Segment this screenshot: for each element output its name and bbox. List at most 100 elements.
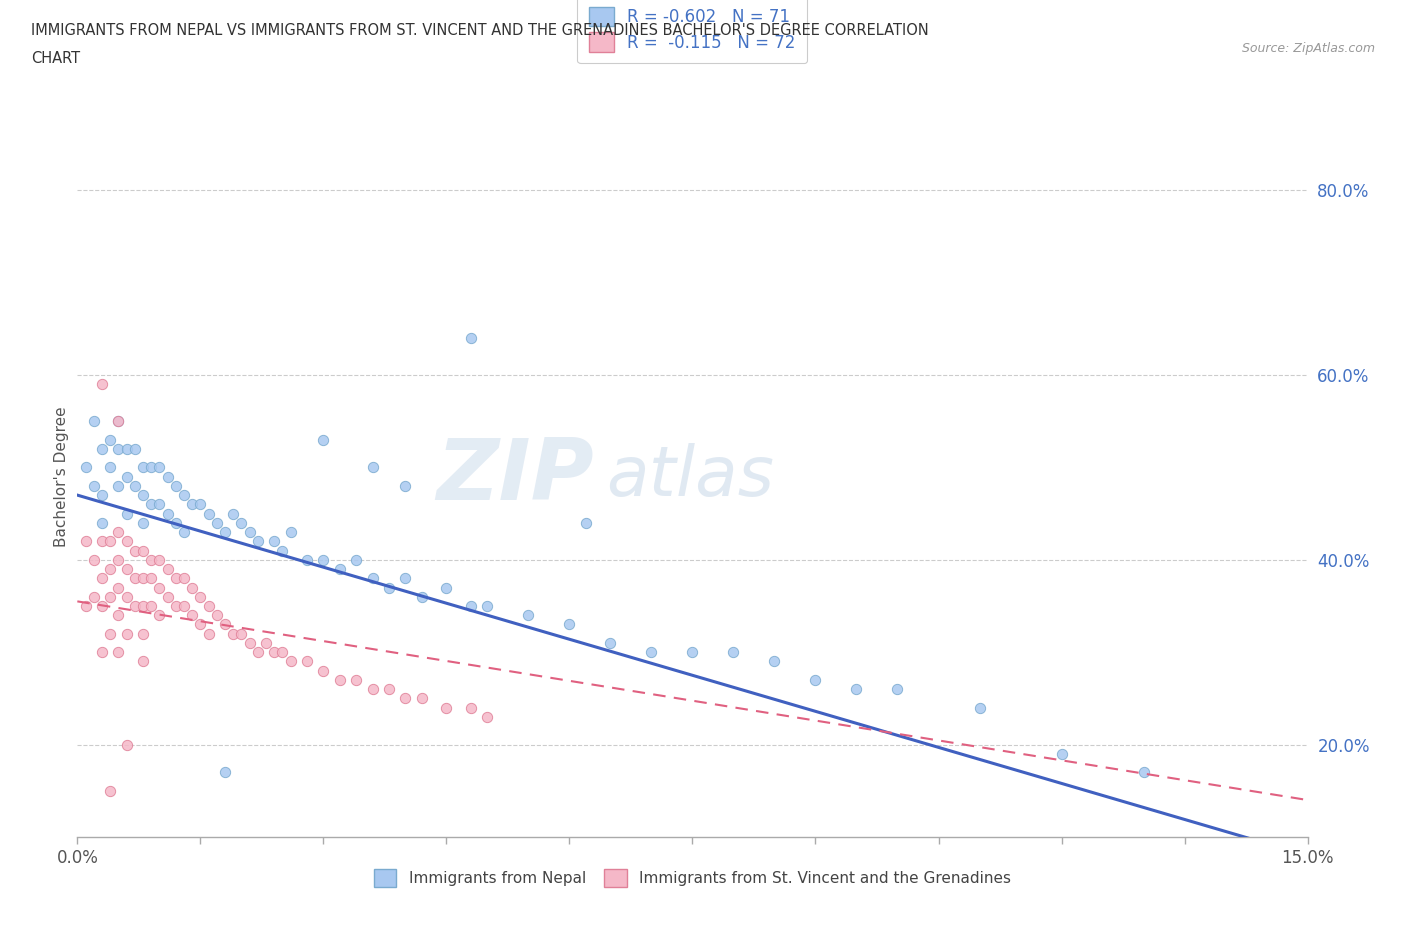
Point xyxy=(181,608,204,623)
Point xyxy=(75,599,97,614)
Point xyxy=(394,478,416,493)
Text: CHART: CHART xyxy=(31,51,80,66)
Point xyxy=(222,506,245,521)
Point xyxy=(231,515,253,530)
Point xyxy=(246,534,269,549)
Point xyxy=(124,571,146,586)
Point xyxy=(141,460,163,475)
Point xyxy=(132,654,155,669)
Point xyxy=(205,608,228,623)
Point xyxy=(188,497,212,512)
Point xyxy=(173,487,195,502)
Point xyxy=(477,599,499,614)
Point xyxy=(165,478,187,493)
Point xyxy=(222,626,245,641)
Point xyxy=(477,710,499,724)
Point xyxy=(148,460,170,475)
Point xyxy=(98,534,121,549)
Point xyxy=(214,525,236,539)
Point xyxy=(361,571,384,586)
Point xyxy=(83,478,105,493)
Point xyxy=(173,571,195,586)
Point xyxy=(115,470,138,485)
Point xyxy=(411,691,433,706)
Point xyxy=(165,571,187,586)
Point xyxy=(115,590,138,604)
Point xyxy=(436,700,458,715)
Point xyxy=(214,617,236,631)
Point xyxy=(280,654,302,669)
Point xyxy=(90,599,114,614)
Point xyxy=(124,599,146,614)
Point xyxy=(460,330,482,345)
Point xyxy=(132,543,155,558)
Point xyxy=(295,654,318,669)
Point xyxy=(115,442,138,457)
Point xyxy=(148,552,170,567)
Point xyxy=(141,552,163,567)
Point xyxy=(98,460,121,475)
Point xyxy=(90,571,114,586)
Point xyxy=(115,534,138,549)
Point xyxy=(107,580,129,595)
Point xyxy=(575,515,598,530)
Point xyxy=(295,552,318,567)
Point xyxy=(197,506,219,521)
Point xyxy=(132,571,155,586)
Point xyxy=(107,525,129,539)
Point xyxy=(312,663,335,678)
Point xyxy=(1132,764,1154,779)
Point xyxy=(246,644,269,659)
Point xyxy=(115,562,138,577)
Point xyxy=(344,552,367,567)
Point xyxy=(188,590,212,604)
Point xyxy=(124,478,146,493)
Point xyxy=(141,599,163,614)
Point xyxy=(90,377,114,392)
Text: ZIP: ZIP xyxy=(436,435,595,518)
Point xyxy=(124,442,146,457)
Point xyxy=(411,590,433,604)
Point xyxy=(682,644,704,659)
Point xyxy=(640,644,662,659)
Point xyxy=(214,764,236,779)
Point xyxy=(886,682,908,697)
Y-axis label: Bachelor's Degree: Bachelor's Degree xyxy=(53,406,69,547)
Point xyxy=(329,672,352,687)
Point xyxy=(107,414,129,429)
Point xyxy=(98,626,121,641)
Point xyxy=(173,525,195,539)
Point xyxy=(804,672,827,687)
Point xyxy=(378,682,401,697)
Point xyxy=(98,783,121,798)
Point xyxy=(83,590,105,604)
Point xyxy=(90,515,114,530)
Point xyxy=(197,599,219,614)
Point xyxy=(280,525,302,539)
Point xyxy=(124,543,146,558)
Point xyxy=(156,562,179,577)
Point xyxy=(148,608,170,623)
Point xyxy=(460,700,482,715)
Point xyxy=(83,414,105,429)
Point xyxy=(205,515,228,530)
Point xyxy=(558,617,581,631)
Point xyxy=(845,682,868,697)
Point xyxy=(75,460,97,475)
Point xyxy=(132,599,155,614)
Point xyxy=(329,562,352,577)
Point xyxy=(115,737,138,752)
Point xyxy=(763,654,786,669)
Point xyxy=(132,460,155,475)
Text: Source: ZipAtlas.com: Source: ZipAtlas.com xyxy=(1241,42,1375,55)
Point xyxy=(90,442,114,457)
Point xyxy=(115,626,138,641)
Point xyxy=(107,414,129,429)
Point xyxy=(141,571,163,586)
Point xyxy=(312,432,335,447)
Point xyxy=(83,552,105,567)
Point xyxy=(263,644,285,659)
Point xyxy=(263,534,285,549)
Point xyxy=(344,672,367,687)
Point xyxy=(107,608,129,623)
